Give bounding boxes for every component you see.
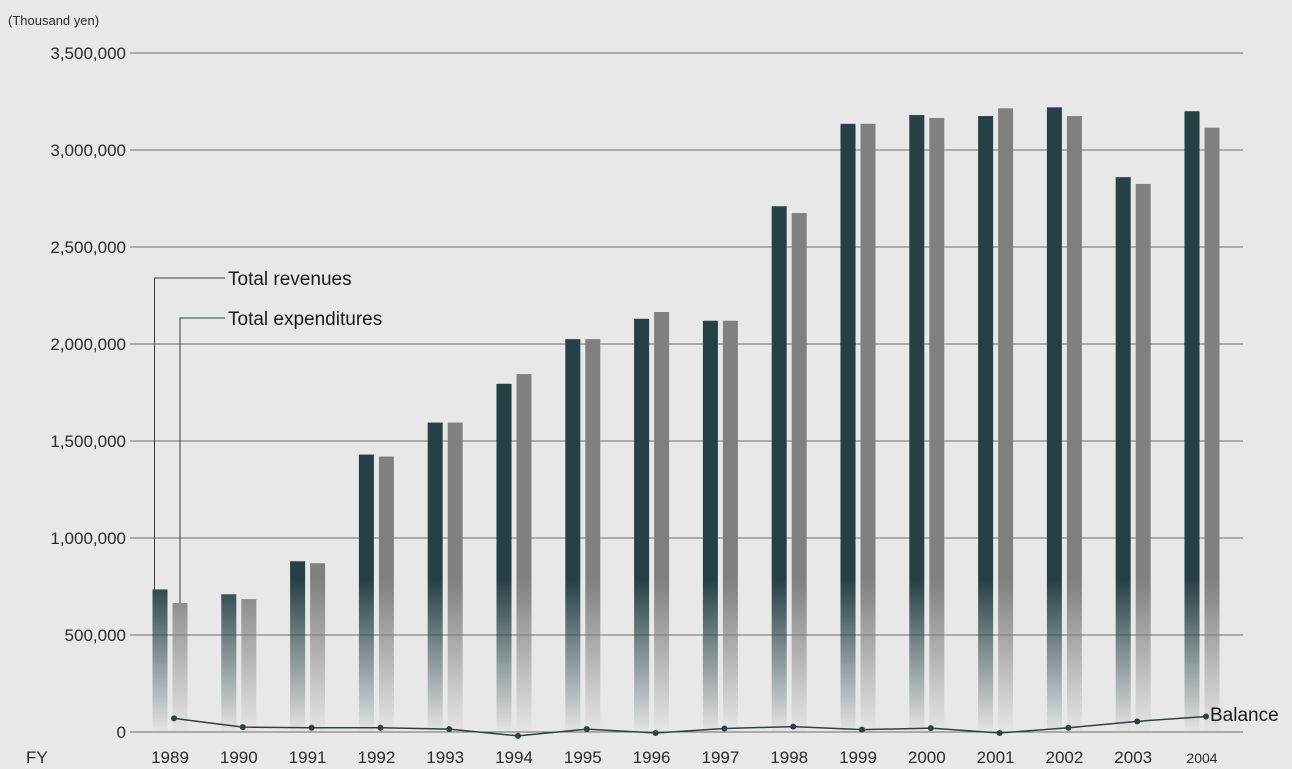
balance-point xyxy=(239,724,246,731)
bar-total-revenues xyxy=(1184,111,1200,732)
x-tick-label: 1994 xyxy=(495,748,533,767)
bar-total-revenues xyxy=(634,318,650,732)
leader-total-expenditures xyxy=(179,317,225,603)
y-tick-label: 3,500,000 xyxy=(50,44,126,63)
bar-total-revenues xyxy=(1046,107,1062,732)
bar-total-expenditures xyxy=(516,374,532,732)
bar-total-revenues xyxy=(909,115,925,732)
bar-total-expenditures xyxy=(998,108,1014,733)
bar-total-revenues xyxy=(221,594,237,732)
balance-point xyxy=(996,729,1003,736)
x-tick-label: 2004 xyxy=(1186,750,1217,766)
bar-total-expenditures xyxy=(791,213,807,733)
bar-total-revenues xyxy=(978,116,994,733)
x-tick-label: 1993 xyxy=(426,748,464,767)
bar-total-revenues xyxy=(152,589,168,732)
bar-total-revenues xyxy=(771,206,787,732)
balance-point xyxy=(721,725,728,732)
legend-leaders: Total revenues Total expenditures xyxy=(154,269,382,603)
bars xyxy=(152,107,1220,733)
x-tick-labels: 1989 1990 1991 1992 1993 1994 1995 1996 1997 1998… xyxy=(151,748,1218,767)
x-tick-label: 1997 xyxy=(701,748,739,767)
x-tick-label: 1992 xyxy=(357,748,395,767)
x-tick-label: 1990 xyxy=(220,748,258,767)
bar-total-expenditures xyxy=(654,311,670,732)
balance-point xyxy=(1134,718,1141,725)
x-tick-label: 1995 xyxy=(564,748,602,767)
bar-total-expenditures xyxy=(929,117,945,733)
balance-label: Balance xyxy=(1210,705,1279,726)
legend-total-expenditures: Total expenditures xyxy=(228,309,382,330)
bar-total-revenues xyxy=(358,454,374,732)
bar-total-expenditures xyxy=(585,339,601,732)
x-prefix-label: FY xyxy=(26,748,48,767)
x-tick-label: 2003 xyxy=(1114,748,1152,767)
bar-total-expenditures xyxy=(1204,127,1220,732)
x-tick-label: 1996 xyxy=(633,748,671,767)
y-tick-label: 1,000,000 xyxy=(50,529,126,548)
bar-total-expenditures xyxy=(172,602,188,732)
bar-total-expenditures xyxy=(1135,183,1151,732)
balance-point xyxy=(308,724,315,731)
y-tick-label: 2,500,000 xyxy=(50,238,126,257)
balance-point xyxy=(515,732,521,739)
y-tick-label: 3,000,000 xyxy=(50,141,126,160)
x-tick-label: 2000 xyxy=(908,748,946,767)
leader-total-revenues xyxy=(154,277,225,590)
y-tick-label: 1,500,000 xyxy=(50,432,126,451)
x-tick-label: 1998 xyxy=(770,748,808,767)
balance-point xyxy=(377,724,384,731)
x-tick-label: 2001 xyxy=(977,748,1015,767)
bar-total-revenues xyxy=(565,339,581,732)
balance-point xyxy=(446,726,453,733)
bar-total-expenditures xyxy=(447,422,463,732)
balance-point xyxy=(652,729,659,736)
balance-line: Balance xyxy=(171,705,1279,739)
balance-point xyxy=(790,723,797,730)
y-tick-label: 0 xyxy=(117,723,126,742)
y-unit-label: (Thousand yen) xyxy=(8,13,99,28)
x-tick-label: 1999 xyxy=(839,748,877,767)
bar-total-expenditures xyxy=(310,563,326,732)
bar-total-expenditures xyxy=(241,599,257,732)
y-tick-label: 500,000 xyxy=(65,626,126,645)
balance-line-path xyxy=(173,715,1207,737)
x-tick-label: 2002 xyxy=(1045,748,1083,767)
y-tick-label: 2,000,000 xyxy=(50,335,126,354)
x-tick-label: 1989 xyxy=(151,748,189,767)
balance-point xyxy=(859,726,865,733)
balance-point xyxy=(927,725,934,732)
bar-total-expenditures xyxy=(860,123,876,732)
balance-point xyxy=(171,715,177,722)
balance-point xyxy=(1065,724,1072,731)
bar-total-revenues xyxy=(840,123,856,732)
bar-total-expenditures xyxy=(722,320,738,732)
balance-point xyxy=(583,726,590,733)
bar-total-revenues xyxy=(496,383,512,732)
bar-total-revenues xyxy=(702,320,718,732)
balance-point xyxy=(1203,713,1209,720)
bar-total-expenditures xyxy=(378,456,394,732)
bar-total-expenditures xyxy=(1066,116,1082,733)
x-tick-label: 1991 xyxy=(289,748,327,767)
bar-total-revenues xyxy=(1115,177,1131,732)
bar-total-revenues xyxy=(290,561,306,732)
legend-total-revenues: Total revenues xyxy=(228,269,352,290)
bar-total-revenues xyxy=(427,422,443,732)
